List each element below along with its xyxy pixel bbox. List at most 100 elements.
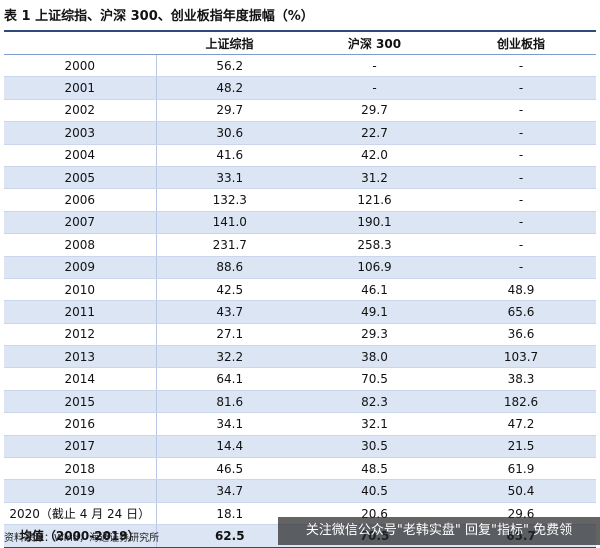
- cell-shanghai: 64.1: [156, 367, 303, 391]
- cell-chinext: -: [446, 76, 596, 100]
- header-year: [4, 32, 156, 55]
- cell-shanghai: 48.2: [156, 76, 303, 100]
- cell-chinext: -: [446, 256, 596, 279]
- table-row: 2008 231.7 258.3-: [4, 233, 596, 257]
- cell-shanghai: 34.7: [156, 479, 303, 503]
- cell-year: 2015: [4, 390, 157, 414]
- cell-shanghai: 14.4: [156, 435, 303, 459]
- table-row: 2013 32.2 38.0 103.7: [4, 345, 596, 369]
- cell-year: 2018: [4, 457, 157, 481]
- table-row: 2018 46.5 48.5 61.9: [4, 457, 596, 481]
- table-body: 2000 56.2- -2001 48.2- -2002 29.7 29.7-2003 30.…: [4, 54, 596, 548]
- cell-year: 2008: [4, 233, 157, 257]
- cell-chinext: 61.9: [446, 457, 596, 481]
- cell-year: 2014: [4, 367, 157, 391]
- cell-year: 2009: [4, 256, 157, 279]
- cell-hs300: 48.5: [303, 457, 446, 481]
- cell-hs300: 22.7: [303, 121, 446, 145]
- table-row: 2010 42.5 46.1 48.9: [4, 278, 596, 302]
- amplitude-table: 上证综指 沪深 300 创业板指 2000 56.2- -2001 48.2- -200…: [4, 32, 596, 548]
- cell-hs300: 38.0: [303, 345, 446, 369]
- cell-chinext: 65.6: [446, 300, 596, 324]
- cell-hs300: 46.1: [303, 278, 446, 302]
- cell-hs300: 30.5: [303, 435, 446, 459]
- cell-year: 2016: [4, 412, 157, 436]
- table-row: 2015 81.6 82.3 182.6: [4, 390, 596, 414]
- cell-chinext: -: [446, 188, 596, 212]
- cell-shanghai: 141.0: [156, 211, 303, 235]
- cell-hs300: 29.7: [303, 99, 446, 123]
- cell-hs300: 40.5: [303, 479, 446, 503]
- table-row: 2019 34.7 40.5 50.4: [4, 479, 596, 503]
- cell-hs300: 31.2: [303, 166, 446, 190]
- table-row: 2017 14.4 30.5 21.5: [4, 435, 596, 459]
- header-chinext: 创业板指: [446, 32, 596, 55]
- cell-chinext: 21.5: [446, 435, 596, 459]
- cell-year: 2004: [4, 144, 157, 167]
- cell-shanghai: 46.5: [156, 457, 303, 481]
- cell-chinext: -: [446, 211, 596, 235]
- cell-hs300: 42.0: [303, 144, 446, 167]
- cell-year: 2012: [4, 323, 157, 347]
- table-row: 2000 56.2- -: [4, 54, 596, 78]
- cell-shanghai: 32.2: [156, 345, 303, 369]
- cell-shanghai: 81.6: [156, 390, 303, 414]
- cell-year: 2001: [4, 76, 157, 100]
- cell-shanghai: 88.6: [156, 256, 303, 279]
- cell-shanghai: 29.7: [156, 99, 303, 123]
- header-hs300: 沪深 300: [303, 32, 446, 55]
- cell-chinext: -: [446, 144, 596, 167]
- cell-shanghai: 231.7: [156, 233, 303, 257]
- table-row: 2009 88.6 106.9-: [4, 256, 596, 279]
- cell-shanghai: 30.6: [156, 121, 303, 145]
- cell-hs300: 70.5: [303, 367, 446, 391]
- cell-shanghai: 41.6: [156, 144, 303, 167]
- cell-shanghai: 18.1: [156, 502, 303, 526]
- table-row: 2006 132.3 121.6-: [4, 188, 596, 212]
- cell-chinext: -: [446, 54, 596, 78]
- table-row: 2002 29.7 29.7-: [4, 99, 596, 123]
- cell-hs300: 190.1: [303, 211, 446, 235]
- header-shanghai: 上证综指: [156, 32, 303, 55]
- cell-year: 2013: [4, 345, 157, 369]
- cell-shanghai: 42.5: [156, 278, 303, 302]
- cell-shanghai: 132.3: [156, 188, 303, 212]
- cell-year: 2005: [4, 166, 157, 190]
- table-row: 2007 141.0 190.1-: [4, 211, 596, 235]
- cell-year: 均值（2000-2019）: [4, 524, 157, 548]
- cell-year: 2020（截止 4 月 24 日）: [4, 502, 157, 526]
- cell-year: 2007: [4, 211, 157, 235]
- cell-hs300: -: [303, 76, 446, 100]
- cell-year: 2002: [4, 99, 157, 123]
- cell-shanghai: 56.2: [156, 54, 303, 78]
- watermark-banner: 关注微信公众号"老韩实盘" 回复"指标" 免费领: [278, 517, 600, 545]
- cell-hs300: 82.3: [303, 390, 446, 414]
- cell-chinext: 47.2: [446, 412, 596, 436]
- cell-hs300: 32.1: [303, 412, 446, 436]
- cell-chinext: -: [446, 121, 596, 145]
- cell-chinext: 50.4: [446, 479, 596, 503]
- top-rule: [4, 30, 596, 32]
- table-row: 2012 27.1 29.3 36.6: [4, 323, 596, 347]
- cell-hs300: 121.6: [303, 188, 446, 212]
- cell-shanghai: 43.7: [156, 300, 303, 324]
- cell-chinext: 48.9: [446, 278, 596, 302]
- table-title: 表 1 上证综指、沪深 300、创业板指年度振幅（%）: [4, 9, 314, 24]
- cell-shanghai: 27.1: [156, 323, 303, 347]
- cell-shanghai: 34.1: [156, 412, 303, 436]
- cell-chinext: -: [446, 166, 596, 190]
- table-row: 2014 64.1 70.5 38.3: [4, 367, 596, 391]
- table-row: 2016 34.1 32.1 47.2: [4, 412, 596, 436]
- cell-shanghai: 33.1: [156, 166, 303, 190]
- cell-year: 2019: [4, 479, 157, 503]
- table-row: 2011 43.7 49.1 65.6: [4, 300, 596, 324]
- source-note: 资料来源：Wind，海通证券研究所: [4, 533, 160, 544]
- table-row: 2003 30.6 22.7-: [4, 121, 596, 145]
- cell-hs300: 49.1: [303, 300, 446, 324]
- cell-chinext: 36.6: [446, 323, 596, 347]
- cell-hs300: -: [303, 54, 446, 78]
- header-row: 上证综指 沪深 300 创业板指: [4, 32, 596, 55]
- table-row: 2001 48.2- -: [4, 76, 596, 100]
- cell-chinext: 182.6: [446, 390, 596, 414]
- cell-chinext: 103.7: [446, 345, 596, 369]
